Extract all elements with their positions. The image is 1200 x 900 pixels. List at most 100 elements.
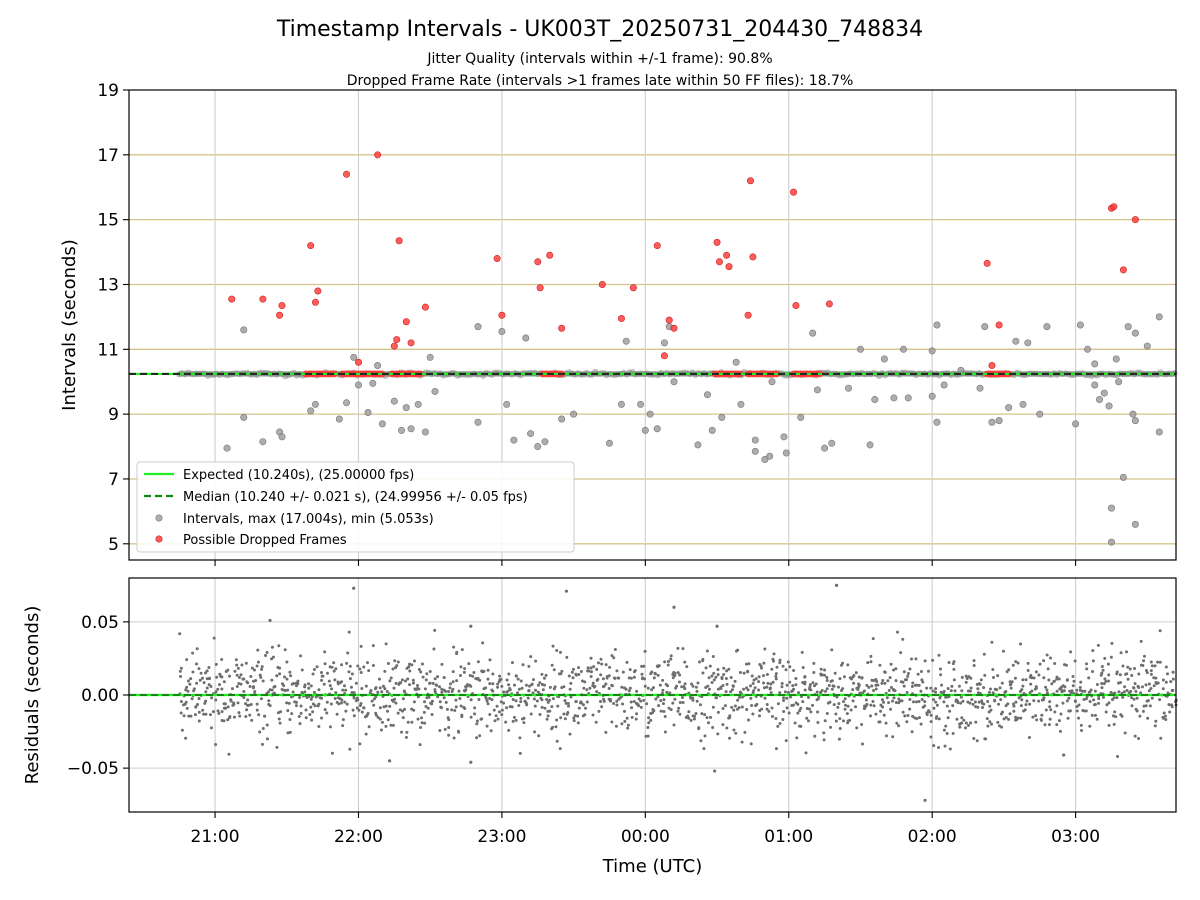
residual-point — [323, 662, 327, 666]
residual-point — [510, 705, 514, 709]
residual-point — [452, 645, 456, 649]
residual-point — [460, 715, 464, 719]
residual-point — [268, 704, 272, 708]
residual-point — [765, 707, 769, 711]
residual-point — [706, 684, 710, 688]
residual-point — [1037, 673, 1041, 677]
residual-point — [265, 737, 269, 741]
residual-point — [288, 670, 292, 674]
residual-point — [424, 705, 428, 709]
interval-point — [694, 441, 702, 449]
residual-point — [791, 703, 795, 707]
residual-point — [605, 676, 609, 680]
residual-point — [951, 732, 955, 736]
residual-point — [1165, 672, 1169, 676]
residual-point — [635, 712, 639, 716]
residual-point — [677, 706, 681, 710]
residual-point — [235, 673, 239, 677]
residual-point — [854, 705, 858, 709]
residual-point — [901, 680, 905, 684]
residual-point — [486, 702, 490, 706]
residual-point — [1095, 682, 1099, 686]
residual-point — [204, 712, 208, 716]
residual-point — [960, 721, 964, 725]
residual-point — [283, 675, 287, 679]
residual-point — [367, 725, 371, 729]
residual-point — [728, 736, 732, 740]
residual-point — [834, 719, 838, 723]
residual-point — [485, 699, 489, 703]
legend-box — [136, 461, 575, 553]
interval-point — [407, 425, 415, 433]
residual-point — [872, 704, 876, 708]
residual-point — [462, 670, 466, 674]
residual-point — [475, 719, 479, 723]
interval-point — [374, 362, 382, 370]
dropped-frame-point — [493, 255, 501, 263]
residual-point — [823, 668, 827, 672]
residual-point — [411, 678, 415, 682]
residual-point — [440, 662, 444, 666]
residual-point — [754, 677, 758, 681]
residual-point — [610, 720, 614, 724]
residual-point — [521, 663, 525, 667]
residual-point — [878, 663, 882, 667]
residual-point — [499, 700, 503, 704]
residual-point — [782, 699, 786, 703]
residual-point — [469, 715, 473, 719]
interval-point — [223, 444, 231, 452]
residual-point — [576, 714, 580, 718]
residual-point — [580, 679, 584, 683]
residual-point — [989, 708, 993, 712]
residual-point — [203, 701, 207, 705]
residual-point — [463, 706, 467, 710]
residual-point — [496, 717, 500, 721]
residual-point — [661, 688, 665, 692]
residual-point — [419, 726, 423, 730]
residual-point — [955, 717, 959, 721]
residual-point — [972, 659, 976, 663]
residual-point — [1093, 702, 1097, 706]
residual-point — [283, 648, 287, 652]
residual-point — [451, 670, 455, 674]
residual-point — [426, 706, 430, 710]
residual-point — [247, 703, 251, 707]
residual-point — [623, 709, 627, 713]
residual-point — [249, 703, 253, 707]
residual-point — [932, 744, 936, 748]
residual-point — [661, 702, 665, 706]
residual-point — [423, 687, 427, 691]
residual-point — [290, 712, 294, 716]
residual-point — [979, 678, 983, 682]
residual-point — [511, 697, 515, 701]
residual-point — [625, 716, 629, 720]
residual-point — [1014, 700, 1018, 704]
residual-point — [387, 759, 392, 763]
residual-point — [198, 678, 202, 682]
residual-point — [752, 678, 756, 682]
residual-point — [937, 653, 941, 657]
residual-point — [551, 725, 555, 729]
residual-point — [706, 721, 710, 725]
residual-point — [1118, 673, 1122, 677]
residual-point — [710, 680, 714, 684]
residual-point — [1048, 717, 1052, 721]
interval-point — [995, 417, 1003, 425]
residual-point — [891, 699, 895, 703]
residual-point — [928, 710, 932, 714]
residual-point — [1093, 713, 1097, 717]
residual-point — [352, 691, 356, 695]
residual-point — [222, 680, 226, 684]
residual-point — [555, 648, 559, 652]
residual-point — [623, 719, 627, 723]
residual-point — [1045, 691, 1049, 695]
residual-point — [772, 652, 776, 656]
dropped-frame-point — [744, 311, 752, 319]
interval-point — [988, 418, 996, 426]
residual-point — [540, 672, 544, 676]
residual-point — [504, 720, 508, 724]
residual-point — [711, 725, 715, 729]
residual-point — [645, 702, 649, 706]
residual-point — [197, 710, 201, 714]
